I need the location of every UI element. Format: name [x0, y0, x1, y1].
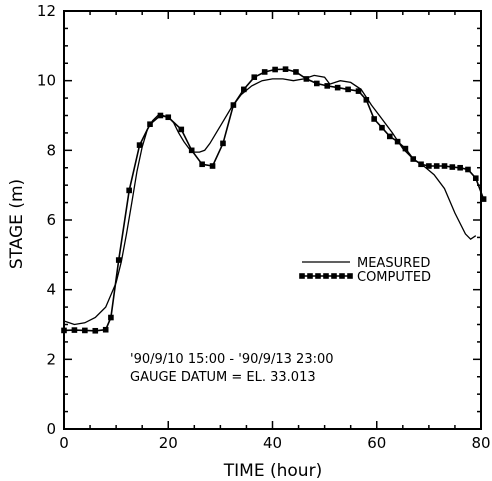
data-point [472, 175, 479, 181]
data-point [115, 257, 122, 263]
annotation-date-range: '90/9/10 15:00 - '90/9/13 23:00 [130, 352, 334, 367]
data-point [282, 66, 289, 72]
legend-marker [315, 273, 321, 279]
data-point [465, 166, 471, 173]
x-tick-label: 0 [59, 434, 69, 452]
data-point [314, 80, 320, 87]
data-point [178, 126, 185, 133]
y-tick-label: 8 [46, 141, 56, 159]
data-point [402, 145, 409, 152]
legend-marker [323, 273, 329, 279]
series-layer [61, 66, 487, 334]
x-tick-label: 80 [471, 434, 490, 452]
legend-marker [331, 273, 337, 279]
data-point [92, 327, 99, 334]
data-point [71, 327, 78, 333]
data-point [363, 97, 370, 103]
ticks: 0 20 40 60 80 0 2 4 6 8 10 12 [37, 2, 491, 452]
data-point [303, 76, 310, 82]
legend-marker [307, 273, 313, 279]
data-point [165, 114, 172, 121]
y-tick-label: 6 [46, 211, 56, 229]
data-point [102, 326, 109, 333]
data-point [220, 140, 226, 147]
data-point [418, 161, 424, 168]
x-tick-label: 60 [367, 434, 386, 452]
data-point [324, 83, 331, 89]
series-line-measured [63, 74, 477, 326]
data-point [272, 66, 278, 73]
data-point [345, 86, 351, 93]
data-point [108, 314, 114, 321]
data-point [334, 84, 341, 91]
data-point [433, 163, 440, 169]
x-tick-label: 40 [263, 434, 282, 452]
data-point [136, 142, 143, 148]
legend-marker [299, 273, 305, 279]
data-point [251, 74, 258, 80]
data-point [188, 147, 195, 154]
y-tick-label: 12 [37, 2, 56, 20]
data-point [379, 124, 385, 131]
x-tick-label: 20 [159, 434, 178, 452]
data-point [480, 196, 487, 202]
legend-marker [347, 273, 353, 279]
y-tick-label: 0 [46, 420, 56, 438]
y-axis-title: STAGE (m) [7, 179, 27, 269]
data-point [157, 112, 164, 119]
data-point [261, 69, 268, 75]
data-point [147, 121, 153, 128]
y-tick-label: 10 [37, 72, 56, 90]
legend-label-computed: COMPUTED [357, 270, 431, 285]
legend-label-measured: MEASURED [357, 256, 430, 271]
y-tick-label: 4 [46, 281, 56, 299]
data-point [410, 156, 417, 162]
data-point [449, 164, 456, 170]
data-point [426, 163, 432, 169]
data-point [355, 88, 362, 94]
data-point [394, 138, 401, 145]
y-tick-label: 2 [46, 350, 56, 368]
legend-marker [339, 273, 345, 279]
data-point [61, 327, 67, 334]
data-point [209, 163, 216, 169]
data-point [199, 161, 205, 168]
data-point [371, 116, 377, 122]
data-point [82, 327, 88, 334]
data-point [241, 86, 247, 93]
data-point [230, 102, 237, 108]
series-line-computed [63, 68, 485, 332]
data-point [457, 164, 463, 171]
data-point [386, 133, 393, 140]
data-point [126, 187, 132, 194]
data-point [441, 163, 448, 169]
data-point [293, 69, 299, 75]
x-axis-title: TIME (hour) [223, 461, 322, 481]
annotation-gauge-datum: GAUGE DATUM = EL. 33.013 [130, 370, 316, 385]
